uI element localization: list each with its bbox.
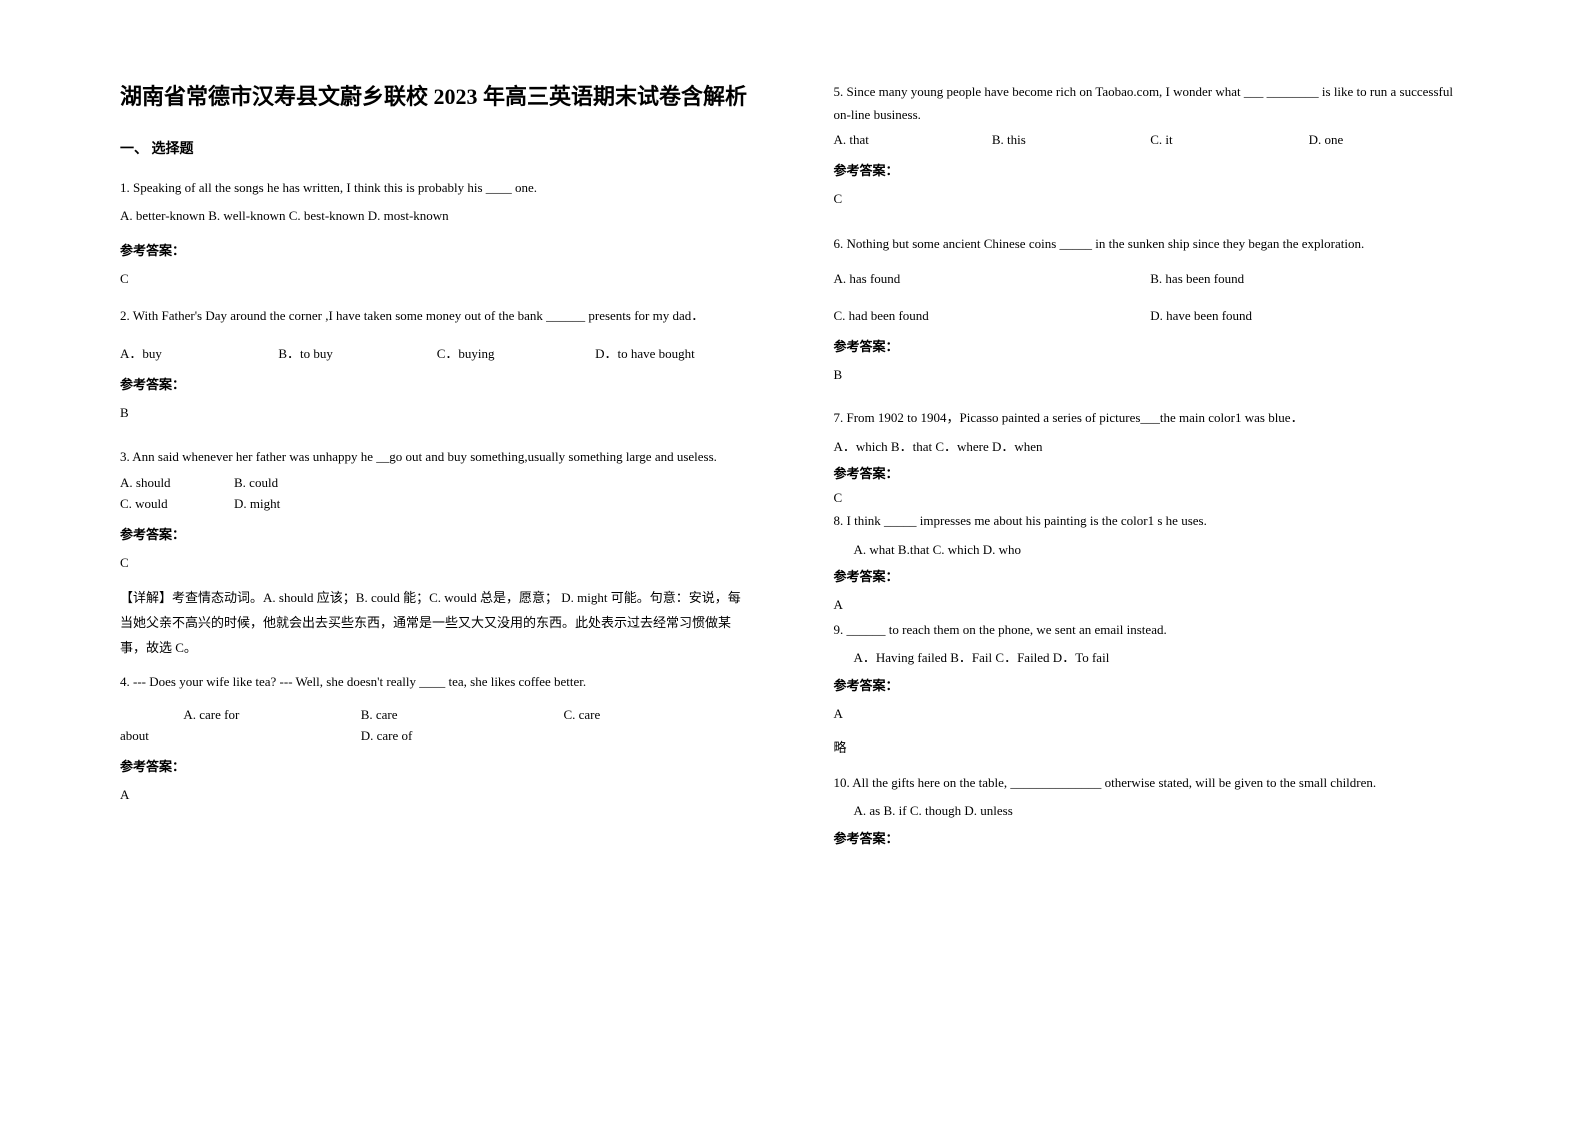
q10-answer-label: 参考答案： [834, 828, 1468, 847]
q5-opt-b: B. this [992, 132, 1150, 148]
q1-options: A. better-known B. well-known C. best-kn… [120, 204, 754, 227]
q4-opt-c: C. care [563, 707, 753, 723]
q3-opt-b: B. could [234, 475, 753, 491]
q3-explanation: 【详解】考查情态动词。A. should 应该；B. could 能；C. wo… [120, 586, 754, 660]
q3-text: 3. Ann said whenever her father was unha… [120, 444, 754, 470]
q4-options-1: A. care for B. care C. care [120, 707, 754, 723]
q9-text: 9. ______ to reach them on the phone, we… [834, 618, 1468, 641]
left-column: 湖南省常德市汉寿县文蔚乡联校 2023 年高三英语期末试卷含解析 一、 选择题 … [100, 80, 794, 1072]
q3-answer-label: 参考答案： [120, 524, 754, 543]
q2-opt-c: C．buying [437, 343, 595, 362]
q4-answer-label: 参考答案： [120, 756, 754, 775]
q6-answer: B [834, 367, 1468, 383]
q4-opt-c2: about [120, 728, 361, 744]
section-heading: 一、 选择题 [120, 138, 754, 158]
q3-options-1: A. should B. could [120, 475, 754, 491]
q6-answer-label: 参考答案： [834, 336, 1468, 355]
q7-answer: C [834, 490, 1468, 506]
q9-answer: A [834, 706, 1468, 722]
q9-answer-label: 参考答案： [834, 675, 1468, 694]
q5-options: A. that B. this C. it D. one [834, 132, 1468, 148]
q4-opt-b: B. care [361, 707, 564, 723]
q2-text: 2. With Father's Day around the corner ,… [120, 302, 754, 331]
q4-text: 4. --- Does your wife like tea? --- Well… [120, 670, 754, 693]
q2-answer-label: 参考答案： [120, 374, 754, 393]
q4-answer: A [120, 787, 754, 803]
q2-options: A．buy B．to buy C．buying D．to have bought [120, 343, 754, 362]
q5-answer-label: 参考答案： [834, 160, 1468, 179]
q5-text: 5. Since many young people have become r… [834, 80, 1468, 127]
q4-opt-a: A. care for [183, 707, 360, 723]
q2-opt-d: D．to have bought [595, 343, 753, 362]
q7-text: 7. From 1902 to 1904，Picasso painted a s… [834, 406, 1468, 429]
q8-text: 8. I think _____ impresses me about his … [834, 509, 1468, 532]
q2-opt-a: A．buy [120, 343, 278, 362]
q10-options: A. as B. if C. though D. unless [834, 799, 1468, 822]
q5-opt-d: D. one [1309, 132, 1467, 148]
q6-opt-a: A. has found [834, 271, 1151, 287]
q6-options-2: C. had been found D. have been found [834, 308, 1468, 324]
q3-options-2: C. would D. might [120, 496, 754, 512]
q6-opt-c: C. had been found [834, 308, 1151, 324]
q5-opt-c: C. it [1150, 132, 1308, 148]
q2-opt-b: B．to buy [278, 343, 436, 362]
q8-answer-label: 参考答案： [834, 566, 1468, 585]
q10-text: 10. All the gifts here on the table, ___… [834, 771, 1468, 794]
exam-title: 湖南省常德市汉寿县文蔚乡联校 2023 年高三英语期末试卷含解析 [120, 80, 754, 113]
q1-text: 1. Speaking of all the songs he has writ… [120, 176, 754, 199]
q6-opt-d: D. have been found [1150, 308, 1467, 324]
q1-answer: C [120, 271, 754, 287]
q1-answer-label: 参考答案： [120, 240, 754, 259]
q6-options-1: A. has found B. has been found [834, 271, 1468, 287]
q9-omit: 略 [834, 737, 1468, 756]
q8-options: A. what B.that C. which D. who [834, 538, 1468, 561]
q5-opt-a: A. that [834, 132, 992, 148]
q9-options: A．Having failed B．Fail C．Failed D．To fai… [834, 646, 1468, 669]
q4-options-2: about D. care of [120, 728, 754, 744]
q8-answer: A [834, 597, 1468, 613]
q6-opt-b: B. has been found [1150, 271, 1467, 287]
q3-opt-a: A. should [120, 475, 234, 491]
q4-opt-d: D. care of [361, 728, 754, 744]
q3-answer: C [120, 555, 754, 571]
q6-text: 6. Nothing but some ancient Chinese coin… [834, 230, 1468, 259]
q5-answer: C [834, 191, 1468, 207]
q3-opt-d: D. might [234, 496, 753, 512]
q7-options: A．which B．that C．where D．when [834, 435, 1468, 458]
right-column: 5. Since many young people have become r… [794, 80, 1488, 1072]
q2-answer: B [120, 405, 754, 421]
q7-answer-label: 参考答案： [834, 463, 1468, 482]
q3-opt-c: C. would [120, 496, 234, 512]
